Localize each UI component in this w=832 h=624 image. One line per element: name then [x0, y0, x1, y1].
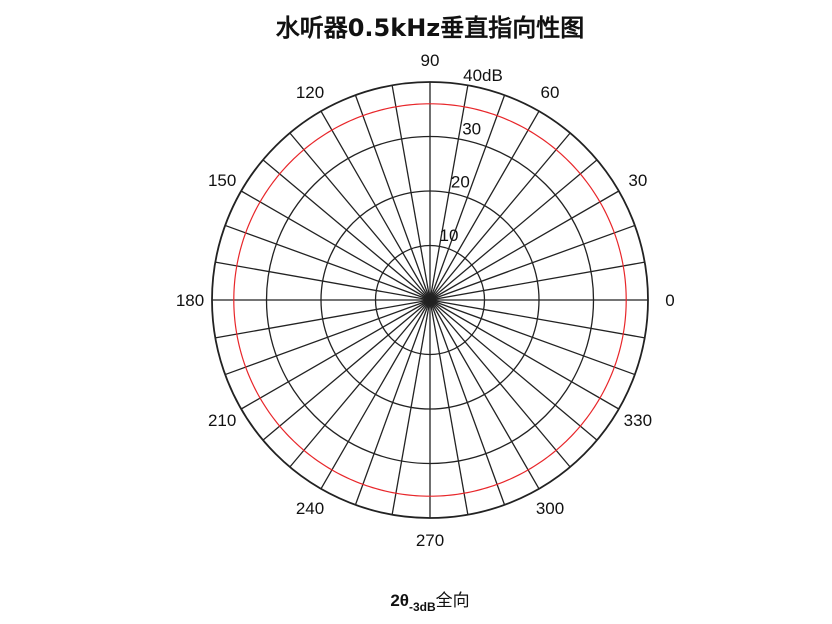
radial-label-30: 30 [462, 119, 481, 138]
radial-label-40: 40dB [463, 66, 503, 85]
polar-grid [212, 82, 648, 518]
angle-label-60: 60 [541, 83, 560, 102]
outer-ring-circle [211, 81, 649, 519]
angle-label-300: 300 [536, 499, 564, 518]
angle-label-330: 330 [624, 411, 652, 430]
angle-label-0: 0 [665, 291, 674, 310]
radial-labels: 10 20 30 40dB [440, 66, 503, 245]
angle-labels: 0 30 60 90 120 150 180 210 240 270 300 330 [176, 51, 675, 550]
caption: 2θ-3dB全向 [390, 591, 469, 614]
ring-30 [265, 135, 595, 465]
angle-label-210: 210 [208, 411, 236, 430]
series-layer [233, 103, 627, 497]
angle-label-90: 90 [421, 51, 440, 70]
outer-ring [211, 81, 649, 519]
series-line-0 [233, 103, 627, 497]
caption-prefix: 2θ [390, 591, 409, 610]
angle-label-240: 240 [296, 499, 324, 518]
angle-label-150: 150 [208, 171, 236, 190]
angle-label-180: 180 [176, 291, 204, 310]
angle-label-270: 270 [416, 531, 444, 550]
angle-label-30: 30 [628, 171, 647, 190]
ring-10 [374, 244, 486, 356]
chart-title: 水听器0.5kHz垂直指向性图 [276, 14, 585, 42]
radial-label-20: 20 [451, 173, 470, 192]
radial-label-10: 10 [440, 226, 459, 245]
caption-subscript: -3dB [409, 600, 436, 614]
ring-20 [320, 190, 540, 410]
angle-label-120: 120 [296, 83, 324, 102]
caption-suffix: 全向 [436, 591, 470, 610]
